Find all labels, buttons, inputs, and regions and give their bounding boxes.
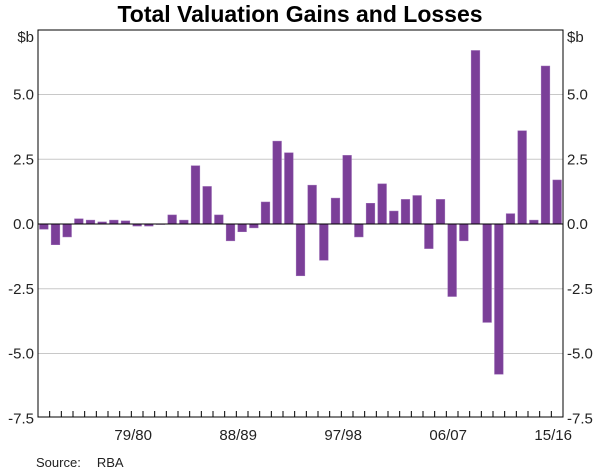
bar xyxy=(505,213,516,225)
bar xyxy=(424,223,434,249)
bar xyxy=(517,130,527,225)
bar xyxy=(272,140,282,225)
bar xyxy=(529,219,539,225)
y-tick-label-left: -5.0 xyxy=(8,346,34,363)
bar xyxy=(319,223,329,261)
bar xyxy=(50,223,61,245)
x-tick-label: 97/98 xyxy=(324,427,362,444)
bar xyxy=(552,179,562,225)
x-tick-label: 06/07 xyxy=(429,427,467,444)
bar xyxy=(225,223,236,242)
bar xyxy=(494,223,504,375)
y-tick-label-right: -2.5 xyxy=(567,281,593,298)
y-tick-label-right: -5.0 xyxy=(567,346,593,363)
y-tick-label-right: 2.5 xyxy=(567,151,588,168)
y-tick-label-left: -7.5 xyxy=(8,410,34,427)
y-axis-unit-left: $b xyxy=(17,29,34,46)
bar xyxy=(295,223,306,277)
bar xyxy=(167,214,177,225)
bar xyxy=(412,195,422,225)
source-value: RBA xyxy=(96,455,124,470)
x-tick-label: 88/89 xyxy=(219,427,257,444)
bar xyxy=(365,203,376,225)
y-tick-label-right: 5.0 xyxy=(567,87,588,104)
bar xyxy=(179,219,189,225)
bar xyxy=(377,183,387,225)
y-axis-unit-right: $b xyxy=(567,29,584,46)
y-tick-label-right: -7.5 xyxy=(567,410,593,427)
bar xyxy=(39,223,49,230)
y-tick-label-right: 0.0 xyxy=(567,216,588,233)
bar xyxy=(237,223,247,233)
bar xyxy=(354,223,364,238)
x-tick-label: 79/80 xyxy=(114,427,152,444)
bar xyxy=(482,223,492,323)
bar xyxy=(85,219,96,225)
chart-title: Total Valuation Gains and Losses xyxy=(117,1,483,27)
bar xyxy=(214,214,224,225)
y-tick-label-left: 2.5 xyxy=(13,151,34,168)
bar xyxy=(284,152,294,225)
plot-frame xyxy=(37,29,564,418)
y-tick-label-left: 5.0 xyxy=(13,87,34,104)
bar xyxy=(190,165,201,225)
bar xyxy=(307,184,317,225)
bar xyxy=(249,223,259,229)
bar xyxy=(109,219,119,225)
bar xyxy=(459,223,469,242)
bar xyxy=(470,50,481,225)
y-tick-label-left: 0.0 xyxy=(13,216,34,233)
bar xyxy=(74,218,84,225)
bar xyxy=(447,223,457,297)
bar xyxy=(435,199,446,225)
x-tick-label: 15/16 xyxy=(534,427,572,444)
bar xyxy=(62,223,72,238)
bar xyxy=(260,201,271,225)
bar xyxy=(342,155,352,225)
bar xyxy=(202,186,212,225)
y-tick-label-left: -2.5 xyxy=(8,281,34,298)
bar xyxy=(330,197,341,225)
source-note: Source: RBA xyxy=(36,455,140,470)
bar xyxy=(400,199,411,225)
source-label: Source: xyxy=(36,455,81,470)
bar xyxy=(389,210,399,225)
bar xyxy=(540,65,551,225)
